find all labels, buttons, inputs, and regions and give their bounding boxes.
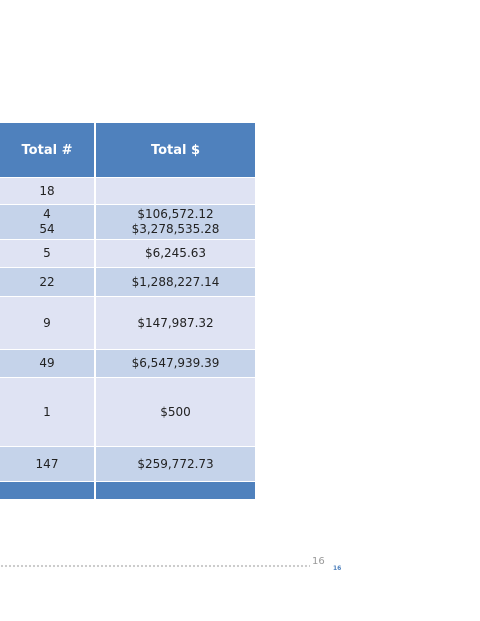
table-cell: $106,572.12 $3,278,535.28 (96, 205, 255, 240)
table-cell: 22 (0, 268, 95, 297)
table-cell: 4 54 (0, 205, 95, 240)
table-cell: 49 (0, 350, 95, 378)
table-cell: 1 (0, 378, 95, 447)
table-cell: $147,987.32 (96, 297, 255, 350)
table-cell: 9 (0, 297, 95, 350)
footer-bar (0, 482, 95, 500)
table-cell: 5 (0, 240, 95, 268)
dotted-rule (0, 564, 310, 569)
page-number: 16 (312, 556, 325, 567)
table-cell: $500 (96, 378, 255, 447)
footer-bar (96, 482, 255, 500)
header-cell: Total # (0, 123, 95, 178)
table-cell: $1,288,227.14 (96, 268, 255, 297)
table-cell (96, 178, 255, 205)
header-cell: Total $ (96, 123, 255, 178)
table-cell: $259,772.73 (96, 447, 255, 482)
table-cell: 18 (0, 178, 95, 205)
table-cell: $6,245.63 (96, 240, 255, 268)
page-badge: 16 (333, 565, 342, 572)
table-cell: 147 (0, 447, 95, 482)
table-cell: $6,547,939.39 (96, 350, 255, 378)
